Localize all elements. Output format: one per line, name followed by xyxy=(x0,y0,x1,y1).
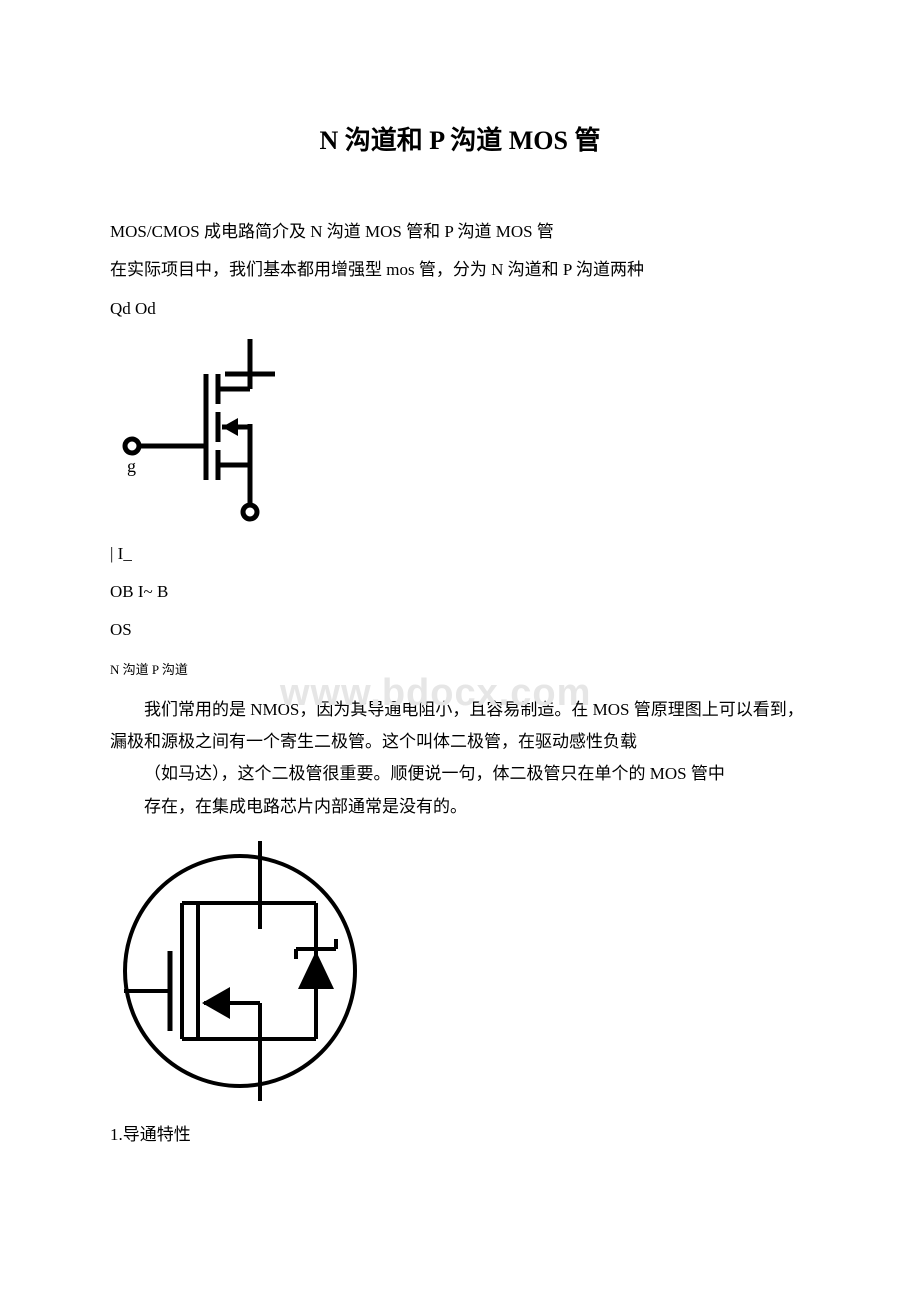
mosfet-body-diode-diagram xyxy=(110,841,810,1106)
paragraph-2: （如马达），这个二极管很重要。顺便说一句，体二极管只在单个的 MOS 管中 xyxy=(110,758,810,790)
p-channel-label: P 沟道 xyxy=(152,662,188,677)
svg-text:g: g xyxy=(127,456,136,476)
text-line-1: MOS/CMOS 成电路简介及 N 沟道 MOS 管和 P 沟道 MOS 管 xyxy=(110,213,810,251)
text-line-6: OS xyxy=(110,611,810,649)
text-line-4: | I_ xyxy=(110,535,810,573)
mosfet-symbol-diagram: g xyxy=(110,334,810,529)
text-line-5: OB I~ B xyxy=(110,573,810,611)
section-heading-1: 1.导通特性 xyxy=(110,1116,810,1154)
text-line-3: Qd Od xyxy=(110,290,810,328)
paragraph-1: 我们常用的是 NMOS，因为其导通电阻小，且容易制造。在 MOS 管原理图上可以… xyxy=(110,694,810,759)
text-line-2: 在实际项目中，我们基本都用增强型 mos 管，分为 N 沟道和 P 沟道两种 xyxy=(110,251,810,289)
page-title: N 沟道和 P 沟道 MOS 管 xyxy=(110,120,810,157)
paragraph-3: 存在，在集成电路芯片内部通常是没有的。 xyxy=(110,791,810,823)
n-channel-label: N 沟道 xyxy=(110,662,152,677)
channel-labels: N 沟道 P 沟道 xyxy=(110,650,810,688)
